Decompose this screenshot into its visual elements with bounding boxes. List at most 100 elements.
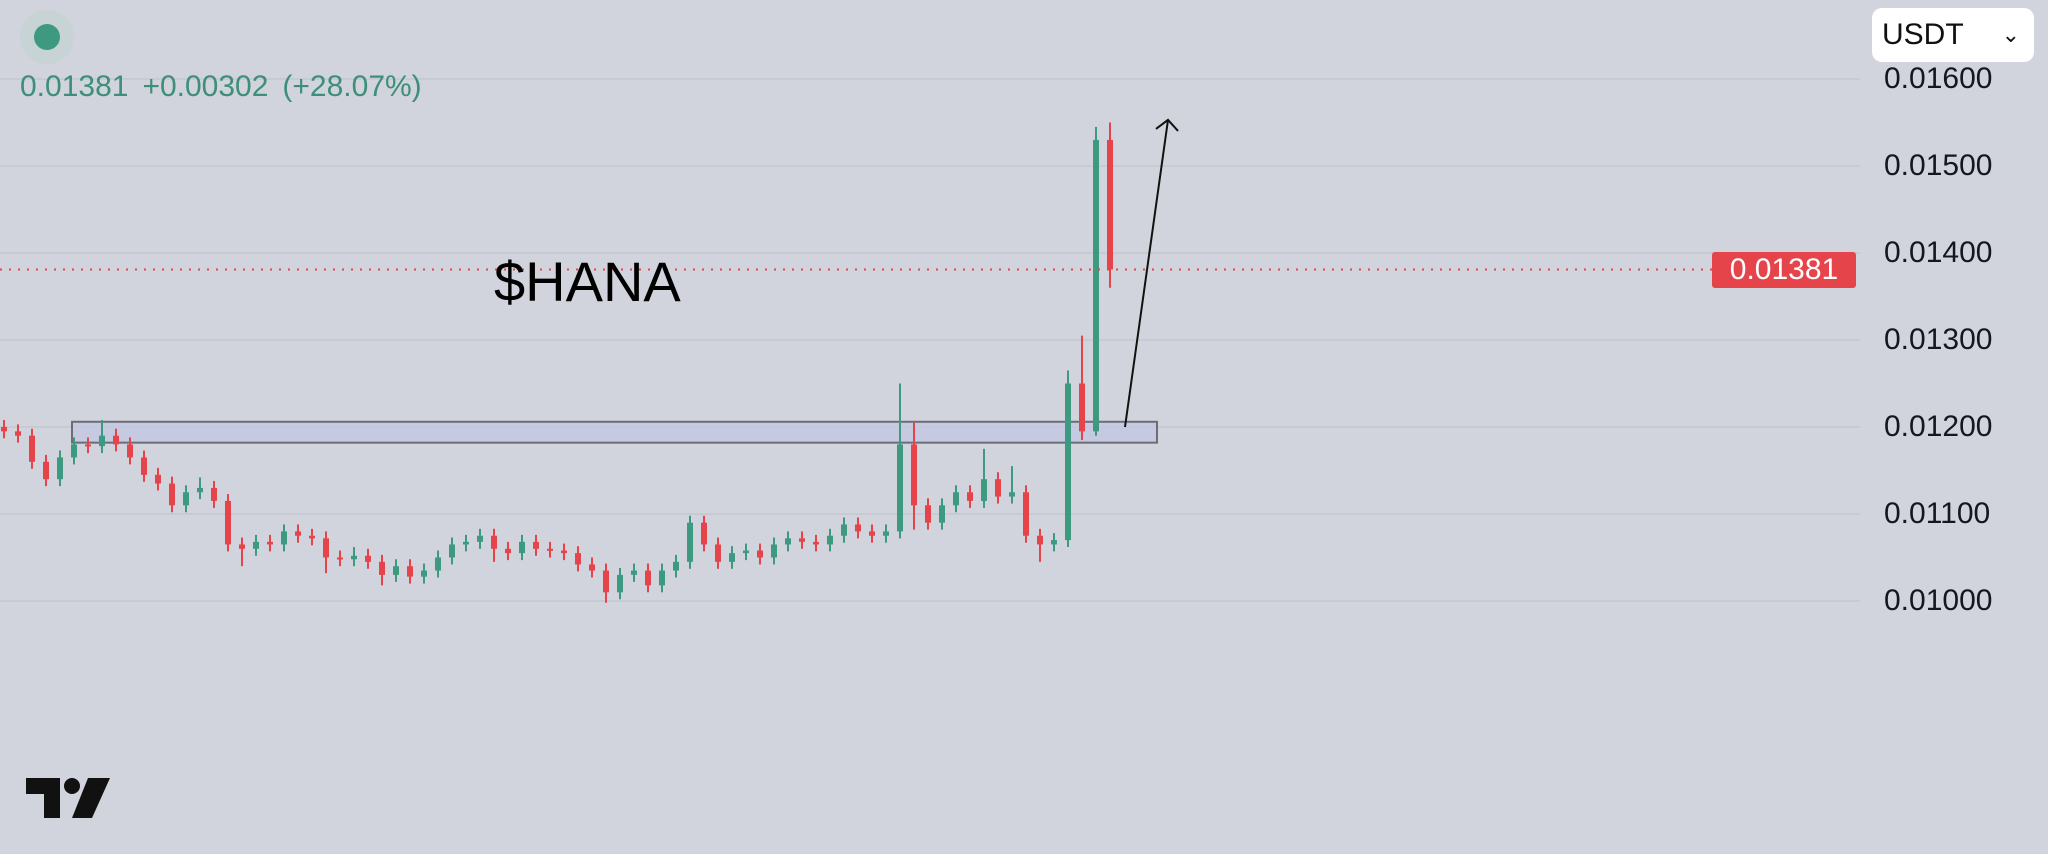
candle-body — [211, 487, 217, 501]
candle-body — [603, 570, 609, 593]
candle-body — [547, 548, 553, 551]
y-tick-label: 0.01100 — [1884, 497, 1991, 530]
candle-body — [351, 555, 357, 560]
candle-body — [141, 457, 147, 475]
candle-body — [337, 557, 343, 560]
candle-body — [589, 564, 595, 571]
candle-body — [967, 492, 973, 501]
candle-body — [57, 457, 63, 480]
candle-body — [631, 570, 637, 575]
y-tick-label: 0.01500 — [1884, 149, 1993, 182]
candle-body — [771, 544, 777, 558]
candle-body — [561, 550, 567, 554]
candle-body — [911, 444, 917, 506]
candle-body — [295, 531, 301, 536]
candle-body — [463, 541, 469, 545]
candle-body — [1093, 139, 1099, 432]
candle-body — [757, 550, 763, 558]
y-tick-label: 0.01000 — [1884, 584, 1993, 617]
candle-body — [225, 500, 231, 545]
candle-body — [43, 461, 49, 480]
candle-body — [799, 538, 805, 542]
candle-body — [99, 435, 105, 447]
last-price-label: 0.01381 — [1712, 251, 1856, 288]
candle-body — [323, 538, 329, 558]
candle-body — [1, 427, 7, 432]
arrow-head-icon — [1155, 118, 1179, 132]
support-zone-rect[interactable] — [71, 420, 1158, 444]
candle-body — [281, 531, 287, 545]
price-change-pct: (+28.07%) — [282, 70, 422, 103]
candle-body — [309, 535, 315, 539]
candle-body — [491, 535, 497, 549]
candle-body — [743, 550, 749, 554]
candle-body — [715, 544, 721, 562]
candle-body — [1023, 492, 1029, 536]
candle-body — [729, 553, 735, 562]
candle-body — [127, 444, 133, 458]
candle-body — [533, 541, 539, 549]
arrow-shaft — [1124, 119, 1169, 428]
candle-body — [1065, 383, 1071, 541]
last-price: 0.01381 — [20, 70, 129, 103]
chart-title: $HANA — [494, 250, 681, 313]
support-zone[interactable] — [71, 420, 1158, 444]
candle-body — [393, 566, 399, 575]
currency-value: USDT — [1882, 18, 1964, 51]
price-change: +0.00302 — [142, 70, 269, 103]
candle-body — [183, 492, 189, 506]
candle-body — [519, 541, 525, 554]
candle-body — [197, 487, 203, 493]
candle-body — [267, 541, 273, 545]
candle-body — [253, 541, 259, 549]
candle-body — [1037, 535, 1043, 545]
candle-body — [673, 561, 679, 571]
candle-body — [1051, 540, 1057, 545]
candle-body — [15, 431, 21, 436]
candle-body — [953, 492, 959, 506]
candle-body — [29, 435, 35, 462]
candle-body — [841, 524, 847, 536]
y-tick-label: 0.01600 — [1884, 62, 1993, 95]
status-dot-icon — [34, 24, 60, 50]
candle-body — [435, 557, 441, 571]
candle-body — [449, 544, 455, 558]
candle-body — [659, 570, 665, 586]
candle-body — [407, 566, 413, 577]
candle-body — [1107, 139, 1113, 270]
candle-body — [1079, 383, 1085, 432]
candle-body — [477, 535, 483, 542]
candle-body — [239, 544, 245, 549]
candle-body — [505, 548, 511, 554]
candle-body — [883, 531, 889, 536]
candle-body — [813, 541, 819, 545]
candle-body — [575, 553, 581, 565]
candle-body — [71, 444, 77, 458]
candle-body — [855, 524, 861, 532]
tradingview-logo[interactable] — [26, 778, 110, 818]
candle-body — [169, 483, 175, 506]
price-summary: 0.01381 +0.00302 (+28.07%) — [20, 70, 436, 104]
candle-body — [365, 555, 371, 562]
market-status-indicator — [20, 10, 74, 64]
chevron-down-icon: ⌄ — [2001, 22, 2020, 47]
y-tick-label: 0.01400 — [1884, 236, 1993, 269]
candle-body — [687, 522, 693, 562]
candle-body — [113, 435, 119, 445]
candle-body — [785, 538, 791, 545]
candle-body — [925, 505, 931, 523]
currency-select[interactable]: USDT ⌄ — [1872, 8, 2034, 62]
y-tick-label: 0.01200 — [1884, 410, 1993, 443]
candle-body — [827, 535, 833, 545]
candles — [1, 122, 1113, 603]
candle-body — [995, 479, 1001, 497]
candle-body — [981, 479, 987, 501]
trend-arrow[interactable] — [1124, 118, 1179, 428]
y-tick-label: 0.01300 — [1884, 323, 1993, 356]
candle-body — [869, 531, 875, 536]
candle-body — [1009, 492, 1015, 497]
candle-body — [379, 561, 385, 575]
candle-body — [617, 574, 623, 593]
candle-body — [421, 570, 427, 577]
